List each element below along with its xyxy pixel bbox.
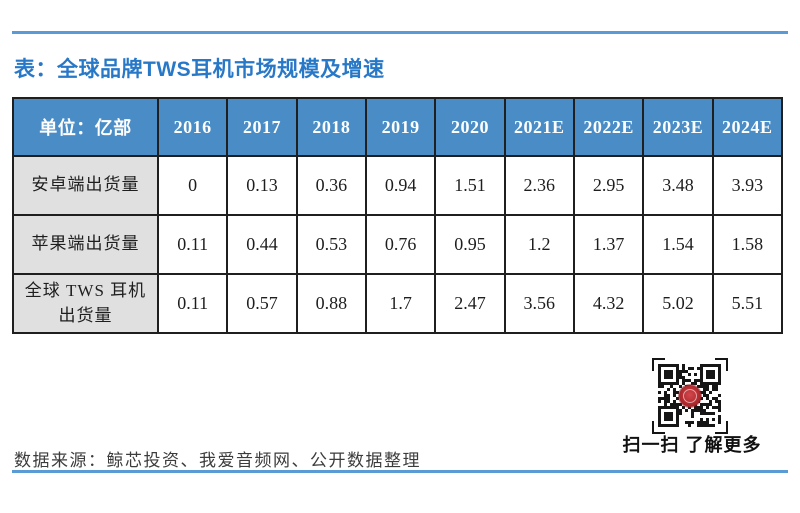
top-divider	[12, 31, 788, 34]
value-cell: 0.13	[226, 155, 298, 216]
year-header-cell: 2024E	[711, 97, 784, 157]
value-cell: 0.11	[156, 214, 229, 275]
qr-corner-bracket	[652, 358, 665, 371]
row-label-cell: 全球 TWS 耳机出货量	[12, 273, 159, 334]
value-cell: 5.02	[642, 273, 714, 334]
value-cell: 0.36	[295, 155, 367, 216]
value-cell: 0	[156, 155, 229, 216]
data-source: 数据来源：鲸芯投资、我爱音频网、公开数据整理	[14, 451, 421, 470]
qr-modules	[658, 364, 721, 427]
qr-corner-bracket	[715, 358, 728, 371]
table-body: 安卓端出货量 0 0.13 0.36 0.94 1.51 2.36 2.95 3.48 3.93 苹…	[12, 155, 784, 334]
row-label-cell: 苹果端出货量	[12, 214, 159, 275]
value-cell: 3.93	[711, 155, 784, 216]
value-cell: 0.76	[364, 214, 437, 275]
table-row: 全球 TWS 耳机出货量 0.11 0.57 0.88 1.7 2.47 3.56 4.32 5…	[12, 273, 784, 334]
value-cell: 3.48	[642, 155, 714, 216]
value-cell: 0.44	[226, 214, 298, 275]
qr-corner-bracket	[715, 421, 728, 434]
row-label-cell: 安卓端出货量	[12, 155, 159, 216]
year-header-cell: 2016	[156, 97, 229, 157]
value-cell: 2.95	[572, 155, 645, 216]
year-header-cell: 2019	[364, 97, 437, 157]
bottom-divider	[12, 470, 788, 473]
value-cell: 0.57	[226, 273, 298, 334]
value-cell: 1.58	[711, 214, 784, 275]
unit-header-cell: 单位：亿部	[12, 97, 159, 157]
value-cell: 5.51	[711, 273, 784, 334]
value-cell: 1.54	[642, 214, 714, 275]
value-cell: 1.51	[434, 155, 506, 216]
year-header-cell: 2018	[295, 97, 367, 157]
value-cell: 0.88	[295, 273, 367, 334]
tws-market-table: 单位：亿部 2016 2017 2018 2019 2020 2021E 2022E 2023…	[12, 97, 784, 334]
table-header-row: 单位：亿部 2016 2017 2018 2019 2020 2021E 2022E 2023…	[12, 97, 784, 157]
year-header-cell: 2020	[434, 97, 506, 157]
qr-corner-bracket	[652, 421, 665, 434]
year-header-cell: 2022E	[572, 97, 645, 157]
value-cell: 3.56	[503, 273, 575, 334]
year-header-cell: 2017	[226, 97, 298, 157]
value-cell: 2.47	[434, 273, 506, 334]
value-cell: 1.37	[572, 214, 645, 275]
qr-caption: 扫一扫 了解更多	[622, 435, 762, 455]
table-row: 安卓端出货量 0 0.13 0.36 0.94 1.51 2.36 2.95 3.48 3.93	[12, 155, 784, 216]
value-cell: 1.7	[364, 273, 437, 334]
value-cell: 4.32	[572, 273, 645, 334]
red-seal-icon	[679, 385, 701, 407]
year-header-cell: 2023E	[642, 97, 714, 157]
value-cell: 0.53	[295, 214, 367, 275]
value-cell: 0.11	[156, 273, 229, 334]
year-header-cell: 2021E	[503, 97, 575, 157]
value-cell: 0.94	[364, 155, 437, 216]
value-cell: 2.36	[503, 155, 575, 216]
table-row: 苹果端出货量 0.11 0.44 0.53 0.76 0.95 1.2 1.37 1.54 1.5…	[12, 214, 784, 275]
value-cell: 0.95	[434, 214, 506, 275]
value-cell: 1.2	[503, 214, 575, 275]
qr-code	[652, 358, 728, 434]
table-title: 表：全球品牌TWS耳机市场规模及增速	[14, 58, 385, 81]
